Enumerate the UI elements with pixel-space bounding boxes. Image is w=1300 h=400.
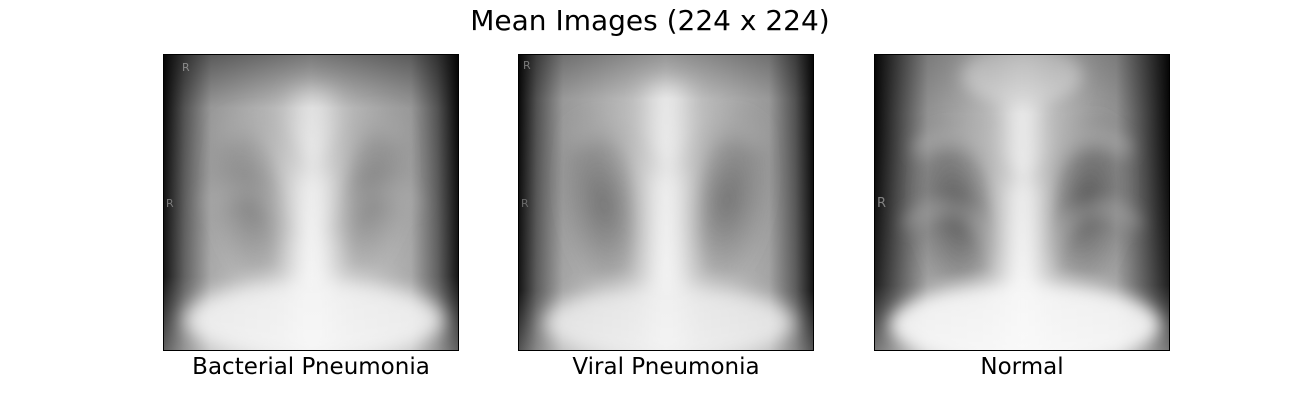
panel-bacterial-pneumonia: R R Bacterial Pneumonia	[163, 54, 459, 382]
panel-caption: Viral Pneumonia	[572, 354, 760, 380]
figure-title: Mean Images (224 x 224)	[470, 4, 830, 37]
image-marker-text-2: R	[166, 197, 174, 210]
image-marker-text: R	[877, 196, 886, 211]
mean-image-frame: R R	[518, 54, 814, 351]
mean-image-normal: R	[875, 55, 1169, 350]
panel-normal: R Normal	[874, 54, 1170, 382]
mean-image-frame: R R	[163, 54, 459, 351]
mean-image-bacterial: R R	[164, 55, 458, 350]
image-marker-text: R	[182, 61, 190, 74]
mean-image-viral: R R	[519, 55, 813, 350]
panel-viral-pneumonia: R R Viral Pneumonia	[518, 54, 814, 382]
image-marker-text: R	[523, 59, 531, 72]
image-marker-text-2: R	[521, 197, 529, 210]
panel-caption: Bacterial Pneumonia	[192, 354, 430, 380]
panel-caption: Normal	[980, 354, 1064, 380]
mean-image-frame: R	[874, 54, 1170, 351]
